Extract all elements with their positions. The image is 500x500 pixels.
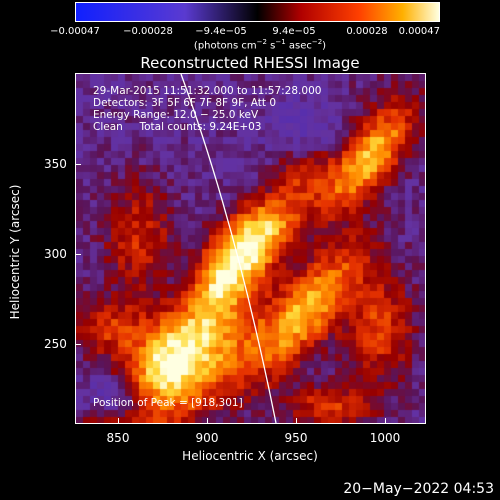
solar-limb-line (180, 74, 277, 423)
y-tick-label: 300 (44, 247, 67, 261)
plot-title: Reconstructed RHESSI Image (140, 54, 360, 72)
y-tick-label: 350 (44, 157, 67, 171)
colorbar-tick: 0.00028 (346, 26, 388, 37)
detectors-text: Detectors: 3F 5F 6F 7F 8F 9F, Att 0 (93, 97, 277, 109)
heatmap-canvas (76, 74, 425, 423)
x-tick-label: 900 (195, 431, 219, 445)
x-tick-label: 850 (106, 431, 130, 445)
rhessi-image-plot (75, 73, 426, 424)
clean-counts-text: Clean Total counts: 9.24E+03 (93, 121, 262, 133)
colorbar-unit: (photons cm−2 s−1 asec−2) (193, 38, 327, 52)
colorbar-tick: −9.4e−05 (195, 26, 247, 37)
colorbar-tick: −0.00047 (50, 26, 100, 37)
y-tick-label: 250 (44, 337, 67, 351)
colorbar-tick: 9.4e−05 (272, 26, 316, 37)
colorbar (75, 2, 440, 22)
x-axis-label: Heliocentric X (arcsec) (182, 449, 318, 463)
x-tick-label: 1000 (369, 431, 401, 445)
time-range-text: 29-Mar-2015 11:51:32.000 to 11:57:28.000 (93, 85, 322, 97)
colorbar-tick: −0.00028 (123, 26, 173, 37)
timestamp: 20−May−2022 04:53 (343, 481, 494, 497)
colorbar-tick: 0.00047 (398, 26, 440, 37)
energy-range-text: Energy Range: 12.0 − 25.0 keV (93, 109, 259, 121)
peak-position-text: Position of Peak = [918,301] (93, 397, 243, 409)
x-tick-label: 950 (284, 431, 308, 445)
y-axis-label: Heliocentric Y (arcsec) (8, 184, 22, 320)
